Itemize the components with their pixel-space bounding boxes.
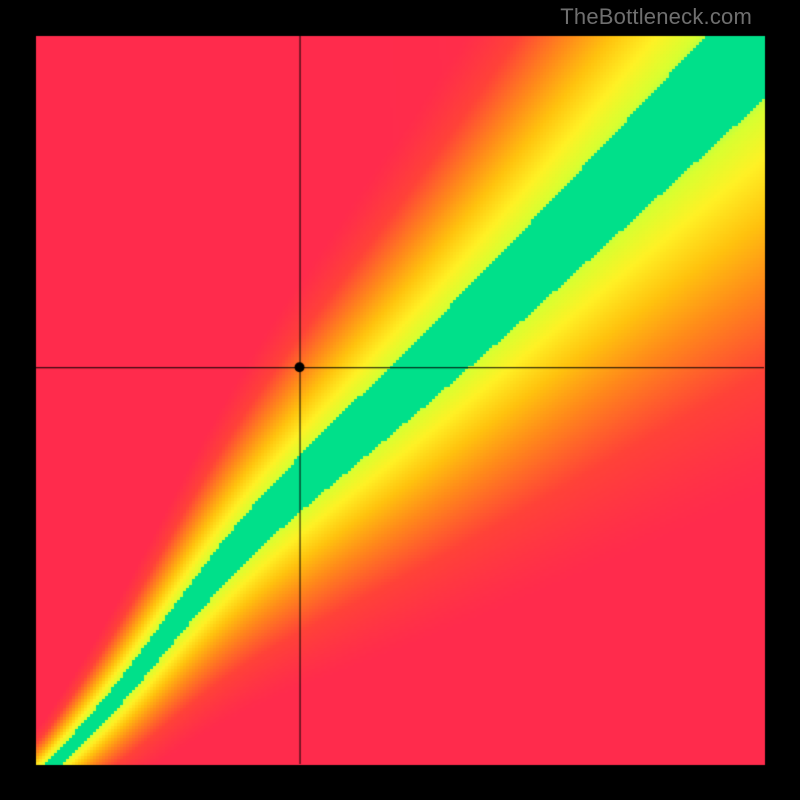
chart-container: TheBottleneck.com (0, 0, 800, 800)
bottleneck-heatmap (0, 0, 800, 800)
